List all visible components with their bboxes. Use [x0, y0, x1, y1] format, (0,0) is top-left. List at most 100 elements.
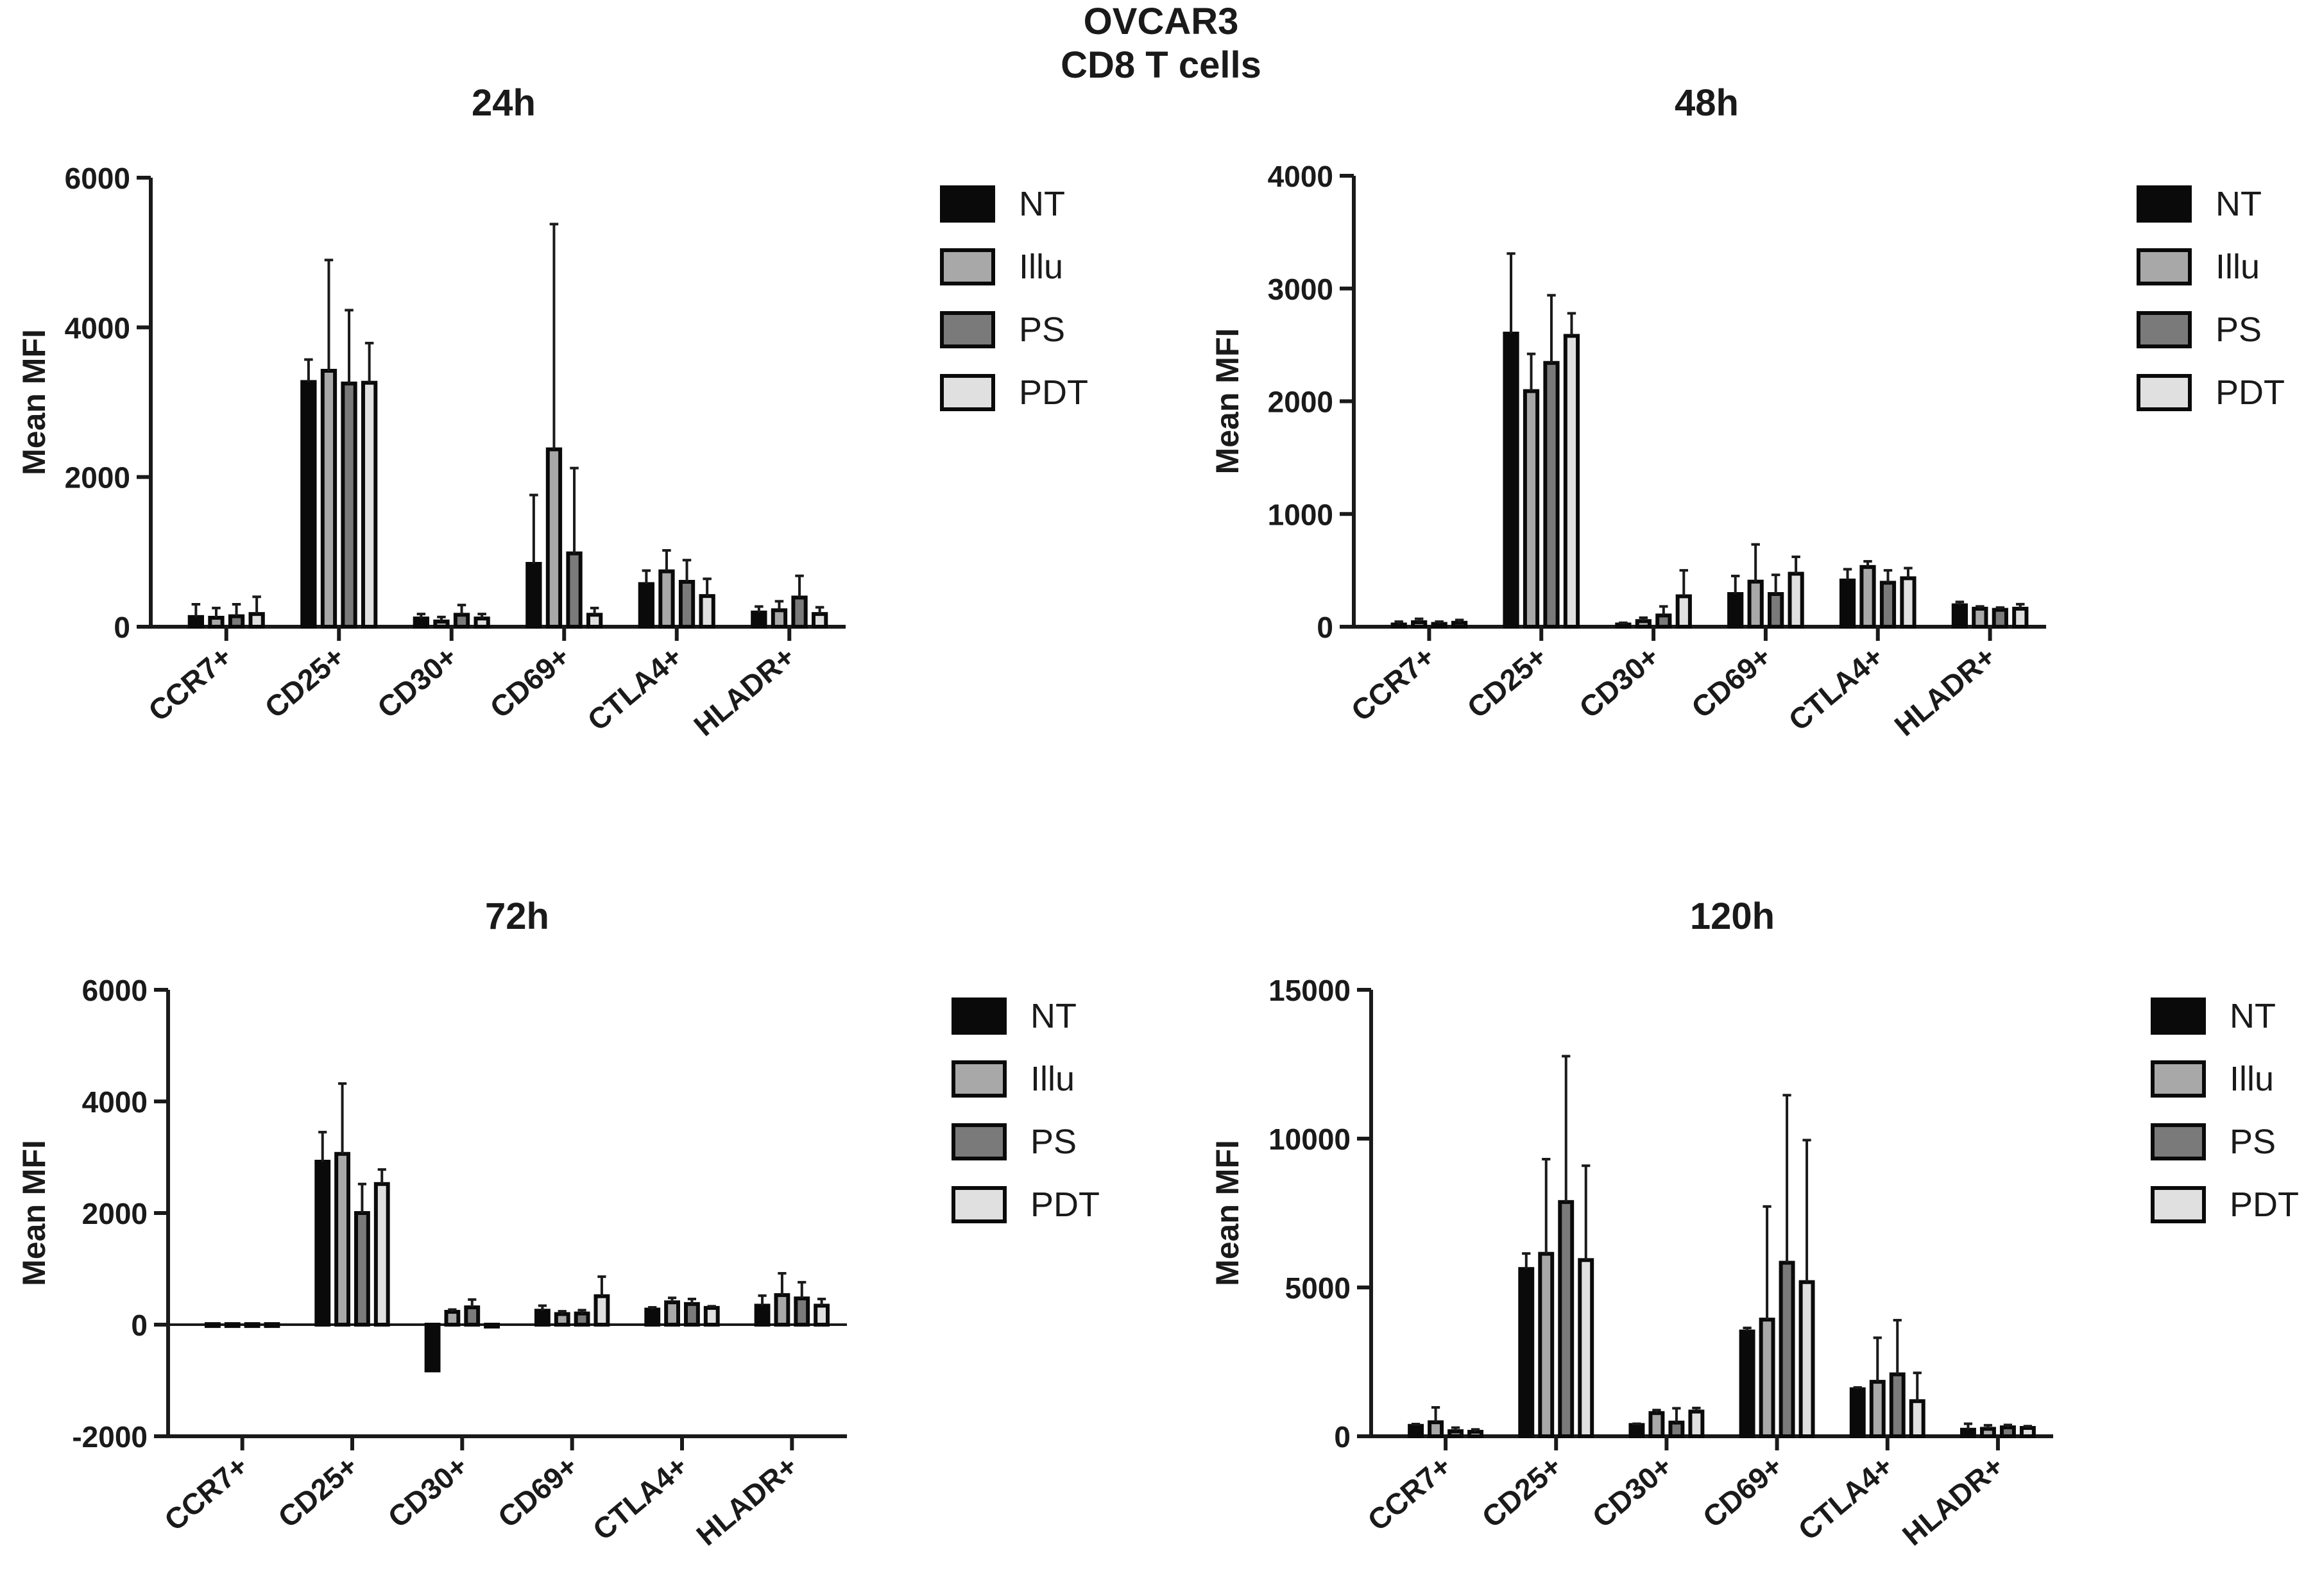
x-tick-label: CD69+ — [1685, 640, 1777, 725]
bar-ps-ctla4pos — [678, 580, 696, 629]
bar-pdt-cd69pos — [593, 1294, 610, 1327]
x-tick-label: CD69+ — [1696, 1449, 1789, 1534]
bar-illu-ctla4pos — [664, 1300, 681, 1327]
bar-ps-hladrpos — [1999, 1425, 2016, 1439]
bar-nt-ctla4pos — [638, 582, 655, 629]
bar-illu-cd25pos — [334, 1151, 351, 1327]
chart-title: 72h — [485, 896, 549, 937]
bar-pdt-cd25pos — [373, 1182, 390, 1327]
x-tick-label: CD25+ — [271, 1449, 364, 1534]
bar-nt-cd25pos — [300, 380, 317, 629]
bar-nt-ccr7pos — [204, 1322, 221, 1329]
bar-illu-ctla4pos — [1869, 1380, 1886, 1438]
legend-swatch-pdt — [940, 374, 995, 411]
bar-pdt-ccr7pos — [1451, 620, 1468, 629]
bar-nt-hladrpos — [754, 1303, 771, 1327]
x-tick-label: CD25+ — [1461, 640, 1553, 725]
x-tick-label: CCR7+ — [142, 640, 238, 728]
legend-label-pdt: PDT — [1019, 373, 1088, 412]
bar-pdt-ctla4pos — [699, 594, 715, 629]
bar-ps-cd30pos — [1668, 1420, 1685, 1439]
y-tick-label: 15000 — [1268, 974, 1351, 1007]
x-tick-label: CCR7+ — [158, 1449, 254, 1538]
bar-nt-ccr7pos — [1408, 1423, 1424, 1439]
legend-label-illu: Illu — [1019, 248, 1063, 286]
bar-illu-hladrpos — [774, 1293, 790, 1327]
bar-ps-ccr7pos — [1447, 1429, 1464, 1439]
y-axis-label: Mean MFI — [16, 1140, 52, 1286]
legend-label-nt: NT — [2215, 185, 2262, 223]
y-tick-label: 4000 — [1268, 160, 1333, 193]
bar-illu-cd30pos — [1635, 619, 1652, 629]
bar-pdt-hladrpos — [814, 1303, 830, 1327]
chart-title: 24h — [472, 82, 536, 124]
bar-nt-ccr7pos — [187, 615, 205, 629]
bar-illu-hladrpos — [1979, 1427, 1996, 1438]
bar-illu-cd69pos — [1759, 1318, 1775, 1439]
bar-ps-ccr7pos — [244, 1322, 260, 1329]
bar-pdt-hladrpos — [2012, 606, 2029, 629]
bar-ps-cd25pos — [354, 1211, 370, 1327]
legend-label-nt: NT — [2230, 997, 2276, 1035]
x-tick-label: HLADR+ — [1896, 1449, 2010, 1552]
bar-illu-ctla4pos — [658, 569, 675, 629]
legend-swatch-illu — [2151, 1060, 2206, 1098]
chart-title: 120h — [1690, 896, 1775, 937]
bar-nt-cd25pos — [314, 1159, 331, 1327]
legend-swatch-pdt — [2137, 374, 2192, 411]
bar-ps-cd30pos — [464, 1305, 481, 1327]
y-tick-label: 0 — [1317, 611, 1333, 644]
legend-swatch-illu — [952, 1060, 1007, 1098]
bar-ps-cd69pos — [574, 1311, 590, 1327]
y-tick-label: 10000 — [1268, 1123, 1351, 1156]
y-tick-label: 0 — [131, 1309, 148, 1342]
legend-label-illu: Illu — [1030, 1060, 1075, 1098]
bar-nt-hladrpos — [1959, 1427, 1976, 1438]
x-tick-label: CD30+ — [382, 1449, 474, 1534]
bar-ps-cd69pos — [566, 551, 583, 629]
x-tick-label: HLADR+ — [690, 1449, 803, 1552]
bar-ps-hladrpos — [794, 1296, 810, 1327]
bar-ps-ccr7pos — [228, 614, 245, 629]
bar-ps-cd30pos — [453, 613, 470, 629]
bar-illu-cd25pos — [320, 369, 337, 629]
y-tick-label: 2000 — [65, 461, 130, 495]
bar-ps-cd25pos — [1543, 361, 1560, 629]
legend-swatch-ps — [952, 1123, 1007, 1160]
y-tick-label: 6000 — [82, 974, 148, 1007]
legend-label-ps: PS — [2230, 1123, 2276, 1161]
bar-pdt-ccr7pos — [264, 1322, 280, 1329]
bar-nt-hladrpos — [751, 610, 767, 629]
bar-pdt-ctla4pos — [1900, 576, 1917, 629]
x-tick-label: CD25+ — [259, 640, 351, 725]
bar-illu-cd69pos — [554, 1312, 570, 1327]
legend-label-ps: PS — [1030, 1123, 1077, 1161]
legend-swatch-ps — [940, 311, 995, 348]
bar-nt-cd25pos — [1503, 332, 1519, 629]
x-tick-label: CCR7+ — [1362, 1449, 1458, 1538]
bar-nt-ctla4pos — [1839, 578, 1856, 629]
legend-label-pdt: PDT — [2230, 1185, 2299, 1224]
y-tick-label: 0 — [1334, 1420, 1351, 1454]
bar-ps-cd69pos — [1768, 592, 1784, 629]
bar-illu-cd30pos — [444, 1309, 461, 1327]
bar-ps-hladrpos — [1992, 607, 2008, 629]
y-tick-label: 2000 — [82, 1197, 148, 1230]
chart-title: 48h — [1675, 82, 1739, 124]
bar-pdt-cd69pos — [1798, 1280, 1815, 1438]
bar-pdt-cd25pos — [1578, 1258, 1594, 1438]
bar-pdt-cd25pos — [1563, 334, 1580, 629]
chart-panel-120h: 120h Mean MFI 0 5000 10000 15000 CCR7+ CD25+ CD3… — [1209, 896, 2299, 1552]
bar-illu-cd25pos — [1523, 389, 1540, 629]
legend-label-nt: NT — [1030, 997, 1077, 1035]
bar-illu-ctla4pos — [1859, 565, 1876, 629]
y-tick-label: 3000 — [1268, 273, 1333, 306]
bar-pdt-ccr7pos — [1467, 1430, 1484, 1439]
bar-nt-cd69pos — [1739, 1329, 1755, 1439]
x-tick-label: HLADR+ — [1888, 640, 2002, 743]
bar-ps-hladrpos — [791, 595, 808, 629]
legend-label-ps: PS — [2215, 310, 2262, 349]
bar-pdt-cd30pos — [1675, 594, 1692, 629]
bar-ps-ctla4pos — [683, 1302, 700, 1327]
